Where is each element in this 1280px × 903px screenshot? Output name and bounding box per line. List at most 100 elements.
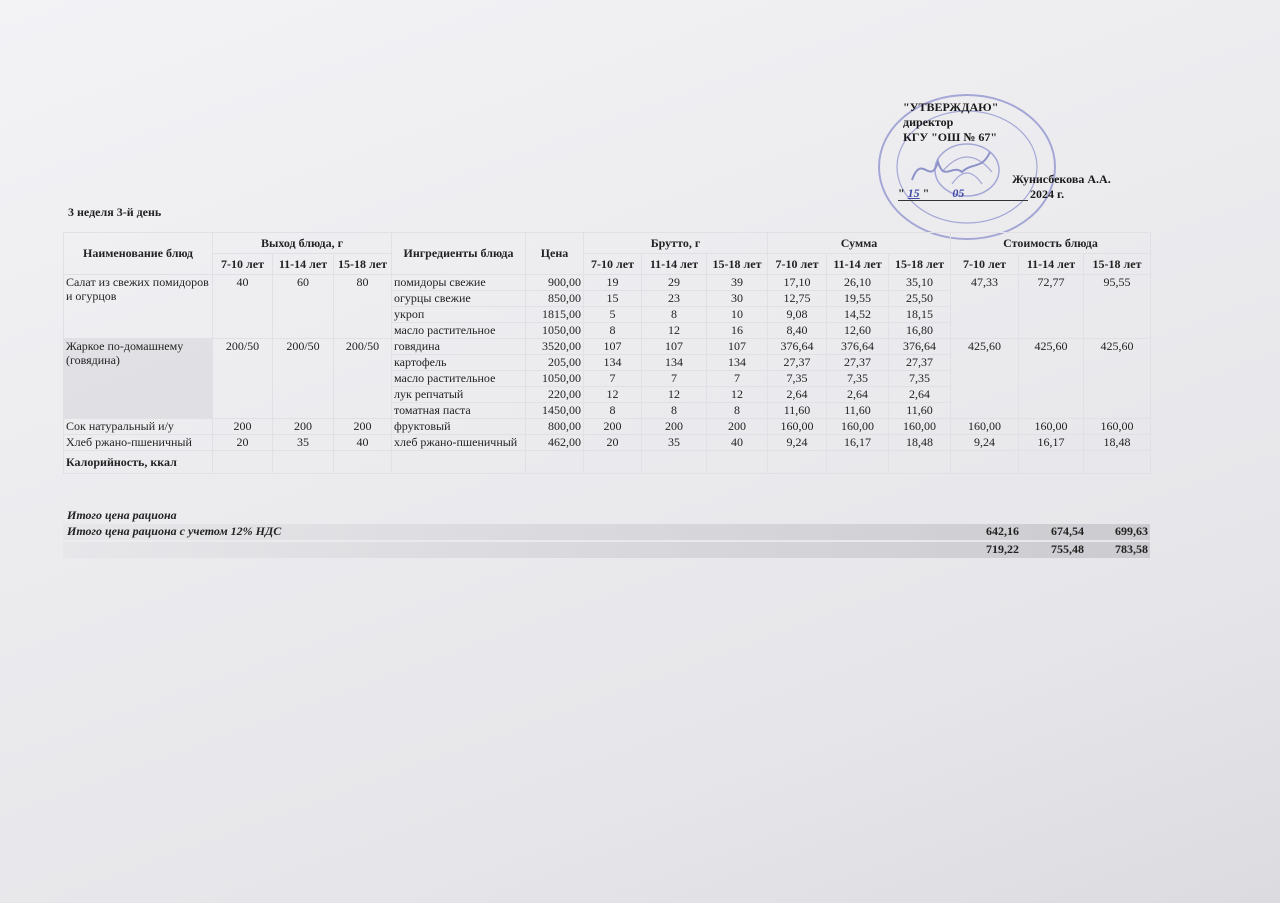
header-price: Цена bbox=[525, 232, 584, 275]
total-11-14: 674,54 bbox=[1051, 524, 1084, 538]
total-vat-11-14: 755,48 bbox=[1051, 542, 1084, 556]
ingredient-sum: 2,64 bbox=[888, 386, 951, 403]
ingredient-sum: 8,40 bbox=[767, 322, 827, 339]
ingredient-brutto: 12 bbox=[583, 386, 642, 403]
ingredient-sum: 14,52 bbox=[826, 306, 889, 323]
ingredient-name: хлеб ржано-пшеничный bbox=[391, 434, 526, 451]
ingredient-brutto: 134 bbox=[583, 354, 642, 371]
table-row: укроп 1815,00 5 8 10 9,08 14,52 18,15 bbox=[64, 306, 1151, 323]
ingredient-name: говядина bbox=[391, 338, 526, 355]
ingredient-brutto: 5 bbox=[583, 306, 642, 323]
header-age: 15-18 лет bbox=[888, 253, 951, 275]
ingredient-brutto: 8 bbox=[641, 306, 707, 323]
dish-yield: 200 bbox=[212, 418, 273, 435]
header-age: 11-14 лет bbox=[1018, 253, 1084, 275]
dish-yield: 35 bbox=[272, 434, 334, 451]
ingredient-brutto: 107 bbox=[706, 338, 768, 355]
ingredient-brutto: 12 bbox=[641, 322, 707, 339]
ingredient-sum: 376,64 bbox=[826, 338, 889, 355]
ingredient-name: масло растительное bbox=[391, 370, 526, 387]
ingredient-price: 800,00 bbox=[525, 418, 584, 435]
ingredient-brutto: 23 bbox=[641, 290, 707, 307]
ingredient-price: 1815,00 bbox=[525, 306, 584, 323]
dish-cost: 72,77 bbox=[1018, 274, 1084, 339]
ingredient-sum: 2,64 bbox=[767, 386, 827, 403]
ingredient-sum: 27,37 bbox=[888, 354, 951, 371]
table-row: Жаркое по-домашнему (говядина) 200/50 200/… bbox=[63, 338, 1151, 419]
ingredient-brutto: 12 bbox=[641, 386, 707, 403]
ingredient-sum: 11,60 bbox=[888, 402, 951, 419]
dish-name: Салат из свежих помидоров и огурцов bbox=[63, 274, 213, 339]
dish-cost: 425,60 bbox=[1083, 338, 1151, 419]
empty-cell bbox=[1083, 450, 1151, 474]
ingredient-sum: 16,17 bbox=[826, 434, 889, 451]
ingredient-brutto: 200 bbox=[641, 418, 707, 435]
ingredient-sum: 9,24 bbox=[767, 434, 827, 451]
dish-yield: 40 bbox=[212, 274, 273, 339]
empty-cell bbox=[525, 450, 584, 474]
approval-year: 2024 г. bbox=[1030, 187, 1065, 201]
dish-cost: 95,55 bbox=[1083, 274, 1151, 339]
ingredient-name: лук репчатый bbox=[391, 386, 526, 403]
dish-cost: 16,17 bbox=[1018, 434, 1084, 451]
ingredient-name: укроп bbox=[391, 306, 526, 323]
dish-name: Жаркое по-домашнему (говядина) bbox=[63, 338, 213, 419]
total-vat-7-10: 719,22 bbox=[986, 542, 1019, 556]
dish-yield: 200/50 bbox=[272, 338, 334, 419]
ingredient-name: фруктовый bbox=[391, 418, 526, 435]
ingredient-brutto: 20 bbox=[583, 434, 642, 451]
ingredient-brutto: 8 bbox=[641, 402, 707, 419]
total-15-18: 699,63 bbox=[1115, 524, 1148, 538]
ingredient-price: 1050,00 bbox=[525, 370, 584, 387]
ingredient-sum: 11,60 bbox=[767, 402, 827, 419]
ingredient-brutto: 19 bbox=[583, 274, 642, 291]
approval-date: " 15 " 05 bbox=[898, 186, 1028, 201]
ingredient-price: 462,00 bbox=[525, 434, 584, 451]
empty-cell bbox=[391, 450, 526, 474]
ingredient-sum: 160,00 bbox=[826, 418, 889, 435]
ingredient-price: 850,00 bbox=[525, 290, 584, 307]
total-label: Итого цена рациона bbox=[67, 508, 177, 522]
dish-cost: 160,00 bbox=[1018, 418, 1084, 435]
dish-yield: 200 bbox=[272, 418, 334, 435]
empty-cell bbox=[1018, 450, 1084, 474]
total-row: Итого цена рациона bbox=[63, 508, 1150, 524]
ingredient-price: 900,00 bbox=[525, 274, 584, 291]
empty-cell bbox=[641, 450, 707, 474]
dish-cost: 160,00 bbox=[1083, 418, 1151, 435]
ingredient-sum: 18,48 bbox=[888, 434, 951, 451]
approval-block: "УТВЕРЖДАЮ" директор КГУ "ОШ № 67" bbox=[903, 100, 998, 145]
ingredient-brutto: 15 bbox=[583, 290, 642, 307]
approval-org: КГУ "ОШ № 67" bbox=[903, 130, 998, 144]
ingredient-name: огурцы свежие bbox=[391, 290, 526, 307]
ingredient-brutto: 8 bbox=[583, 402, 642, 419]
quote: " bbox=[898, 186, 905, 200]
header-age: 7-10 лет bbox=[950, 253, 1019, 275]
empty-cell bbox=[583, 450, 642, 474]
empty-cell bbox=[333, 450, 392, 474]
ingredient-sum: 16,80 bbox=[888, 322, 951, 339]
ingredient-brutto: 29 bbox=[641, 274, 707, 291]
empty-cell bbox=[767, 450, 827, 474]
date-day: 15 bbox=[907, 186, 920, 200]
empty-cell bbox=[706, 450, 768, 474]
dish-name: Сок натуральный и/у bbox=[63, 418, 213, 435]
dish-yield: 80 bbox=[333, 274, 392, 339]
header-age: 15-18 лет bbox=[333, 253, 392, 275]
ingredient-name: картофель bbox=[391, 354, 526, 371]
table-row: Салат из свежих помидоров и огурцов 40 60 8… bbox=[63, 274, 1151, 339]
header-age: 7-10 лет bbox=[212, 253, 273, 275]
header-age: 11-14 лет bbox=[272, 253, 334, 275]
dish-cost: 9,24 bbox=[950, 434, 1019, 451]
ingredient-brutto: 200 bbox=[583, 418, 642, 435]
header-age: 7-10 лет bbox=[583, 253, 642, 275]
ingredient-sum: 26,10 bbox=[826, 274, 889, 291]
ingredient-sum: 18,15 bbox=[888, 306, 951, 323]
header-dish: Наименование блюд bbox=[63, 232, 213, 275]
ingredient-sum: 12,60 bbox=[826, 322, 889, 339]
total-vat-values-row: 719,22 755,48 783,58 bbox=[63, 542, 1150, 558]
header-age: 7-10 лет bbox=[767, 253, 827, 275]
empty-cell bbox=[888, 450, 951, 474]
quote: " bbox=[922, 186, 930, 200]
dish-yield: 20 bbox=[212, 434, 273, 451]
